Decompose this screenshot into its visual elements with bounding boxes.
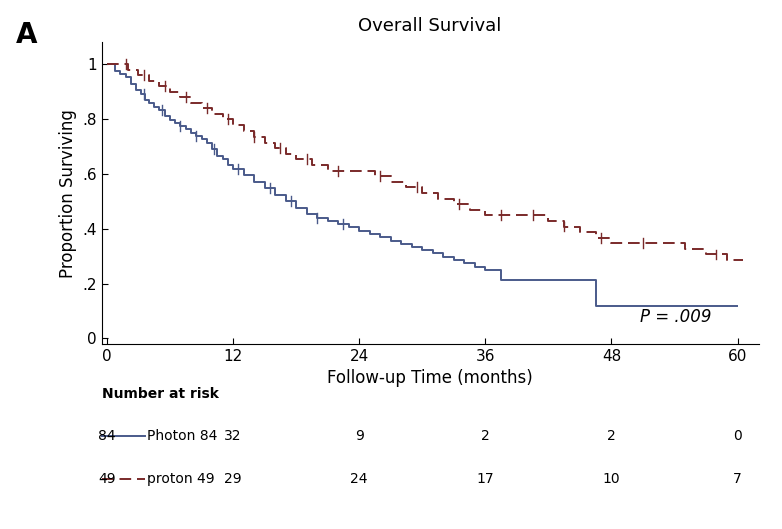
Text: 84: 84: [98, 430, 116, 443]
Text: 2: 2: [607, 430, 615, 443]
Text: 0: 0: [734, 430, 742, 443]
Text: 24: 24: [350, 472, 368, 486]
Text: A: A: [16, 21, 37, 49]
Text: 9: 9: [355, 430, 364, 443]
Text: proton 49: proton 49: [147, 472, 214, 486]
Text: 32: 32: [224, 430, 242, 443]
Y-axis label: Proportion Surviving: Proportion Surviving: [59, 108, 77, 278]
Text: Number at risk: Number at risk: [102, 387, 218, 401]
Text: P = .009: P = .009: [640, 308, 712, 326]
X-axis label: Follow-up Time (months): Follow-up Time (months): [327, 369, 533, 387]
Text: Photon 84: Photon 84: [147, 430, 217, 443]
Text: 7: 7: [734, 472, 742, 486]
Text: 2: 2: [481, 430, 490, 443]
Title: Overall Survival: Overall Survival: [358, 17, 502, 35]
Text: 49: 49: [98, 472, 116, 486]
Text: 17: 17: [476, 472, 494, 486]
Text: 10: 10: [603, 472, 620, 486]
Text: 29: 29: [224, 472, 242, 486]
